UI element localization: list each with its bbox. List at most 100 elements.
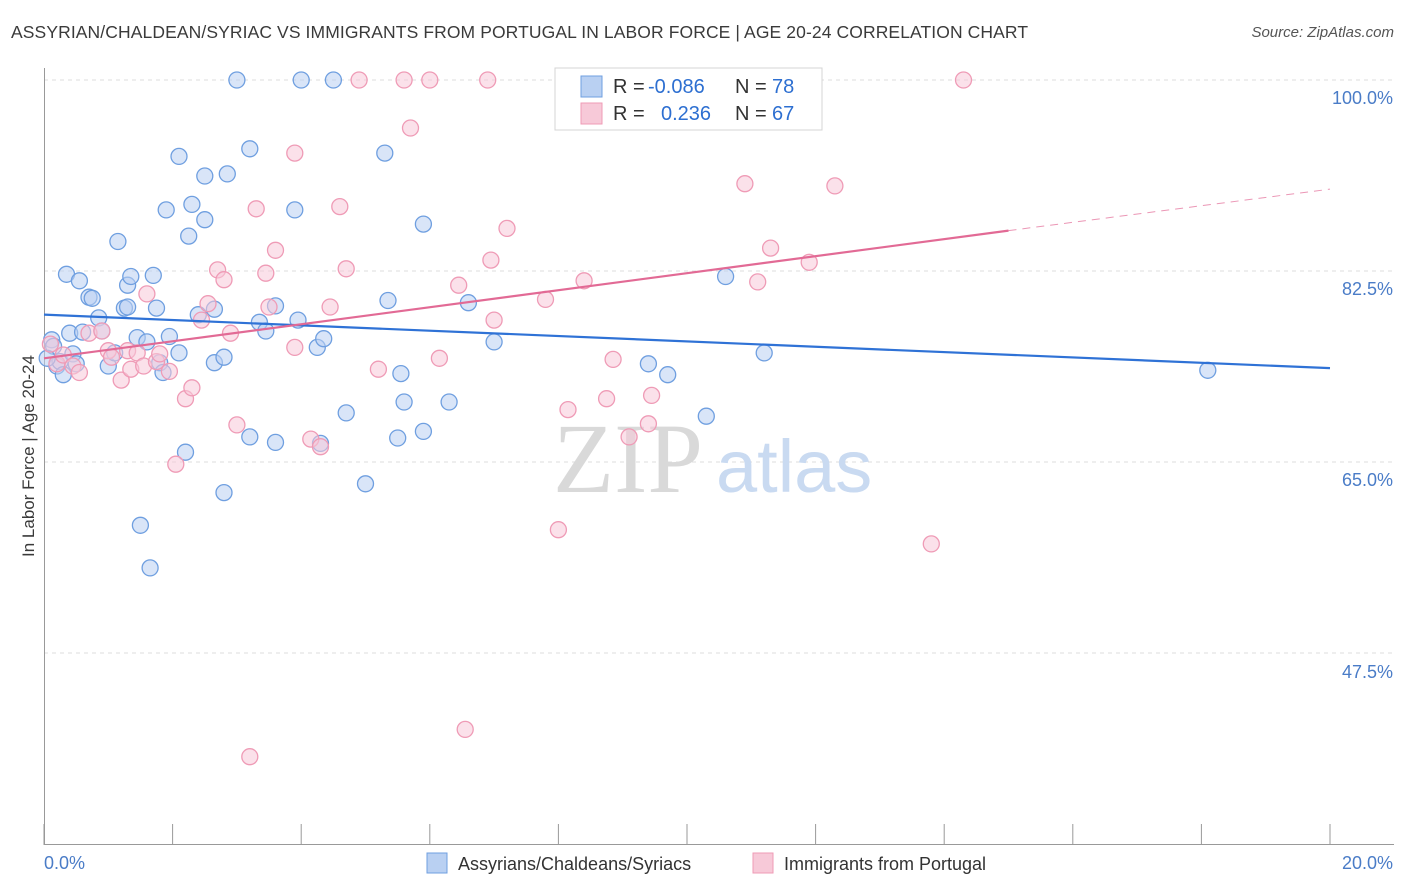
point-assyrians-67 [485,333,503,351]
point-assyrians-65 [440,393,458,411]
y-tick-label-65: 65.0% [1342,470,1393,490]
point-portugal-65 [922,535,940,553]
trend-line-portugal [43,229,1009,360]
point-portugal-62 [761,239,780,257]
point-portugal-22 [199,295,217,313]
point-portugal-6 [93,322,111,340]
point-portugal-48 [482,251,500,269]
point-portugal-54 [575,272,593,290]
y-tick-label-47-5: 47.5% [1342,662,1393,682]
x-tick-marks [43,824,1331,845]
point-portugal-57 [620,428,638,446]
legend-swatch-blue [580,75,603,98]
point-portugal-4 [70,363,89,382]
point-portugal-55 [597,390,616,408]
y-axis-label: In Labor Force | Age 20-24 [19,355,38,557]
point-portugal-24 [215,271,233,289]
point-assyrians-51 [292,71,310,89]
series-legend-label-pink: Immigrants from Portugal [784,854,986,874]
series-legend: Assyrians/Chaldeans/Syriacs Immigrants f… [426,852,986,874]
x-tick-label-max: 20.0% [1342,853,1393,873]
point-assyrians-56 [337,404,355,422]
watermark-zip: ZIP [553,403,703,514]
point-assyrians-43 [228,71,246,89]
point-assyrians-33 [180,227,198,245]
point-assyrians-62 [395,393,413,411]
point-portugal-37 [331,197,349,216]
point-portugal-43 [421,71,439,89]
point-portugal-33 [286,338,304,357]
point-portugal-61 [749,273,767,291]
point-assyrians-48 [266,433,285,452]
point-portugal-41 [395,71,413,89]
point-assyrians-20 [122,267,140,286]
point-portugal-60 [736,175,754,193]
legend-r-value-blue: -0.086 [648,76,705,98]
trend-lines [43,188,1331,370]
gridlines [44,79,1394,654]
point-portugal-44 [430,349,449,367]
point-portugal-28 [247,200,265,218]
point-portugal-8 [102,348,121,366]
point-portugal-20 [183,379,201,397]
watermark-atlas: atlas [716,425,872,508]
point-portugal-50 [498,219,516,238]
chart-title: ASSYRIAN/CHALDEAN/SYRIAC VS IMMIGRANTS F… [11,22,1029,42]
point-assyrians-24 [141,559,159,577]
point-assyrians-63 [414,422,433,441]
point-portugal-47 [479,71,497,89]
stats-legend: R = -0.086 N = 78 R = 0.236 N = 67 [554,67,823,131]
point-assyrians-16 [109,232,127,251]
axes [44,68,1394,845]
point-portugal-52 [549,521,568,539]
trend-line-extension-portugal [1008,188,1331,232]
legend-r-value-pink: 0.236 [661,103,711,125]
point-assyrians-72 [755,344,773,362]
point-assyrians-22 [131,516,150,534]
point-assyrians-26 [147,299,166,317]
point-portugal-46 [456,720,474,739]
point-assyrians-45 [241,428,259,446]
point-portugal-17 [160,362,179,381]
point-assyrians-29 [157,201,175,219]
point-portugal-59 [642,386,661,405]
point-assyrians-41 [215,483,233,502]
legend-r-label-blue: R = [613,76,645,98]
legend-swatch-pink [580,102,603,125]
point-portugal-9 [112,371,130,389]
legend-n-label-blue: N = [735,76,767,98]
point-assyrians-25 [144,266,162,285]
point-portugal-64 [826,177,844,195]
point-assyrians-49 [286,201,304,219]
point-portugal-35 [311,438,330,456]
series-legend-swatch-blue [426,852,448,874]
point-assyrians-64 [414,215,433,233]
point-assyrians-19 [118,298,137,316]
point-portugal-51 [536,290,555,309]
point-assyrians-60 [389,429,407,447]
point-portugal-36 [321,298,339,316]
source-credit: Source: ZipAtlas.com [1251,24,1394,41]
point-portugal-45 [450,276,468,294]
point-assyrians-55 [324,71,343,89]
point-portugal-39 [350,71,368,89]
point-portugal-56 [604,350,622,369]
point-assyrians-34 [183,195,201,214]
point-assyrians-68 [639,355,658,373]
point-assyrians-58 [376,144,394,162]
point-portugal-30 [260,298,278,316]
point-assyrians-47 [257,322,275,340]
point-assyrians-37 [196,211,214,229]
point-portugal-29 [257,264,275,282]
point-portugal-16 [151,345,169,363]
series-portugal-points [41,71,973,766]
point-assyrians-42 [218,165,236,183]
legend-n-label-pink: N = [735,103,767,125]
point-portugal-32 [286,144,304,162]
point-assyrians-11 [83,289,101,307]
point-portugal-26 [228,416,246,434]
point-assyrians-44 [241,140,259,158]
point-assyrians-30 [170,344,188,362]
point-assyrians-70 [697,407,715,425]
